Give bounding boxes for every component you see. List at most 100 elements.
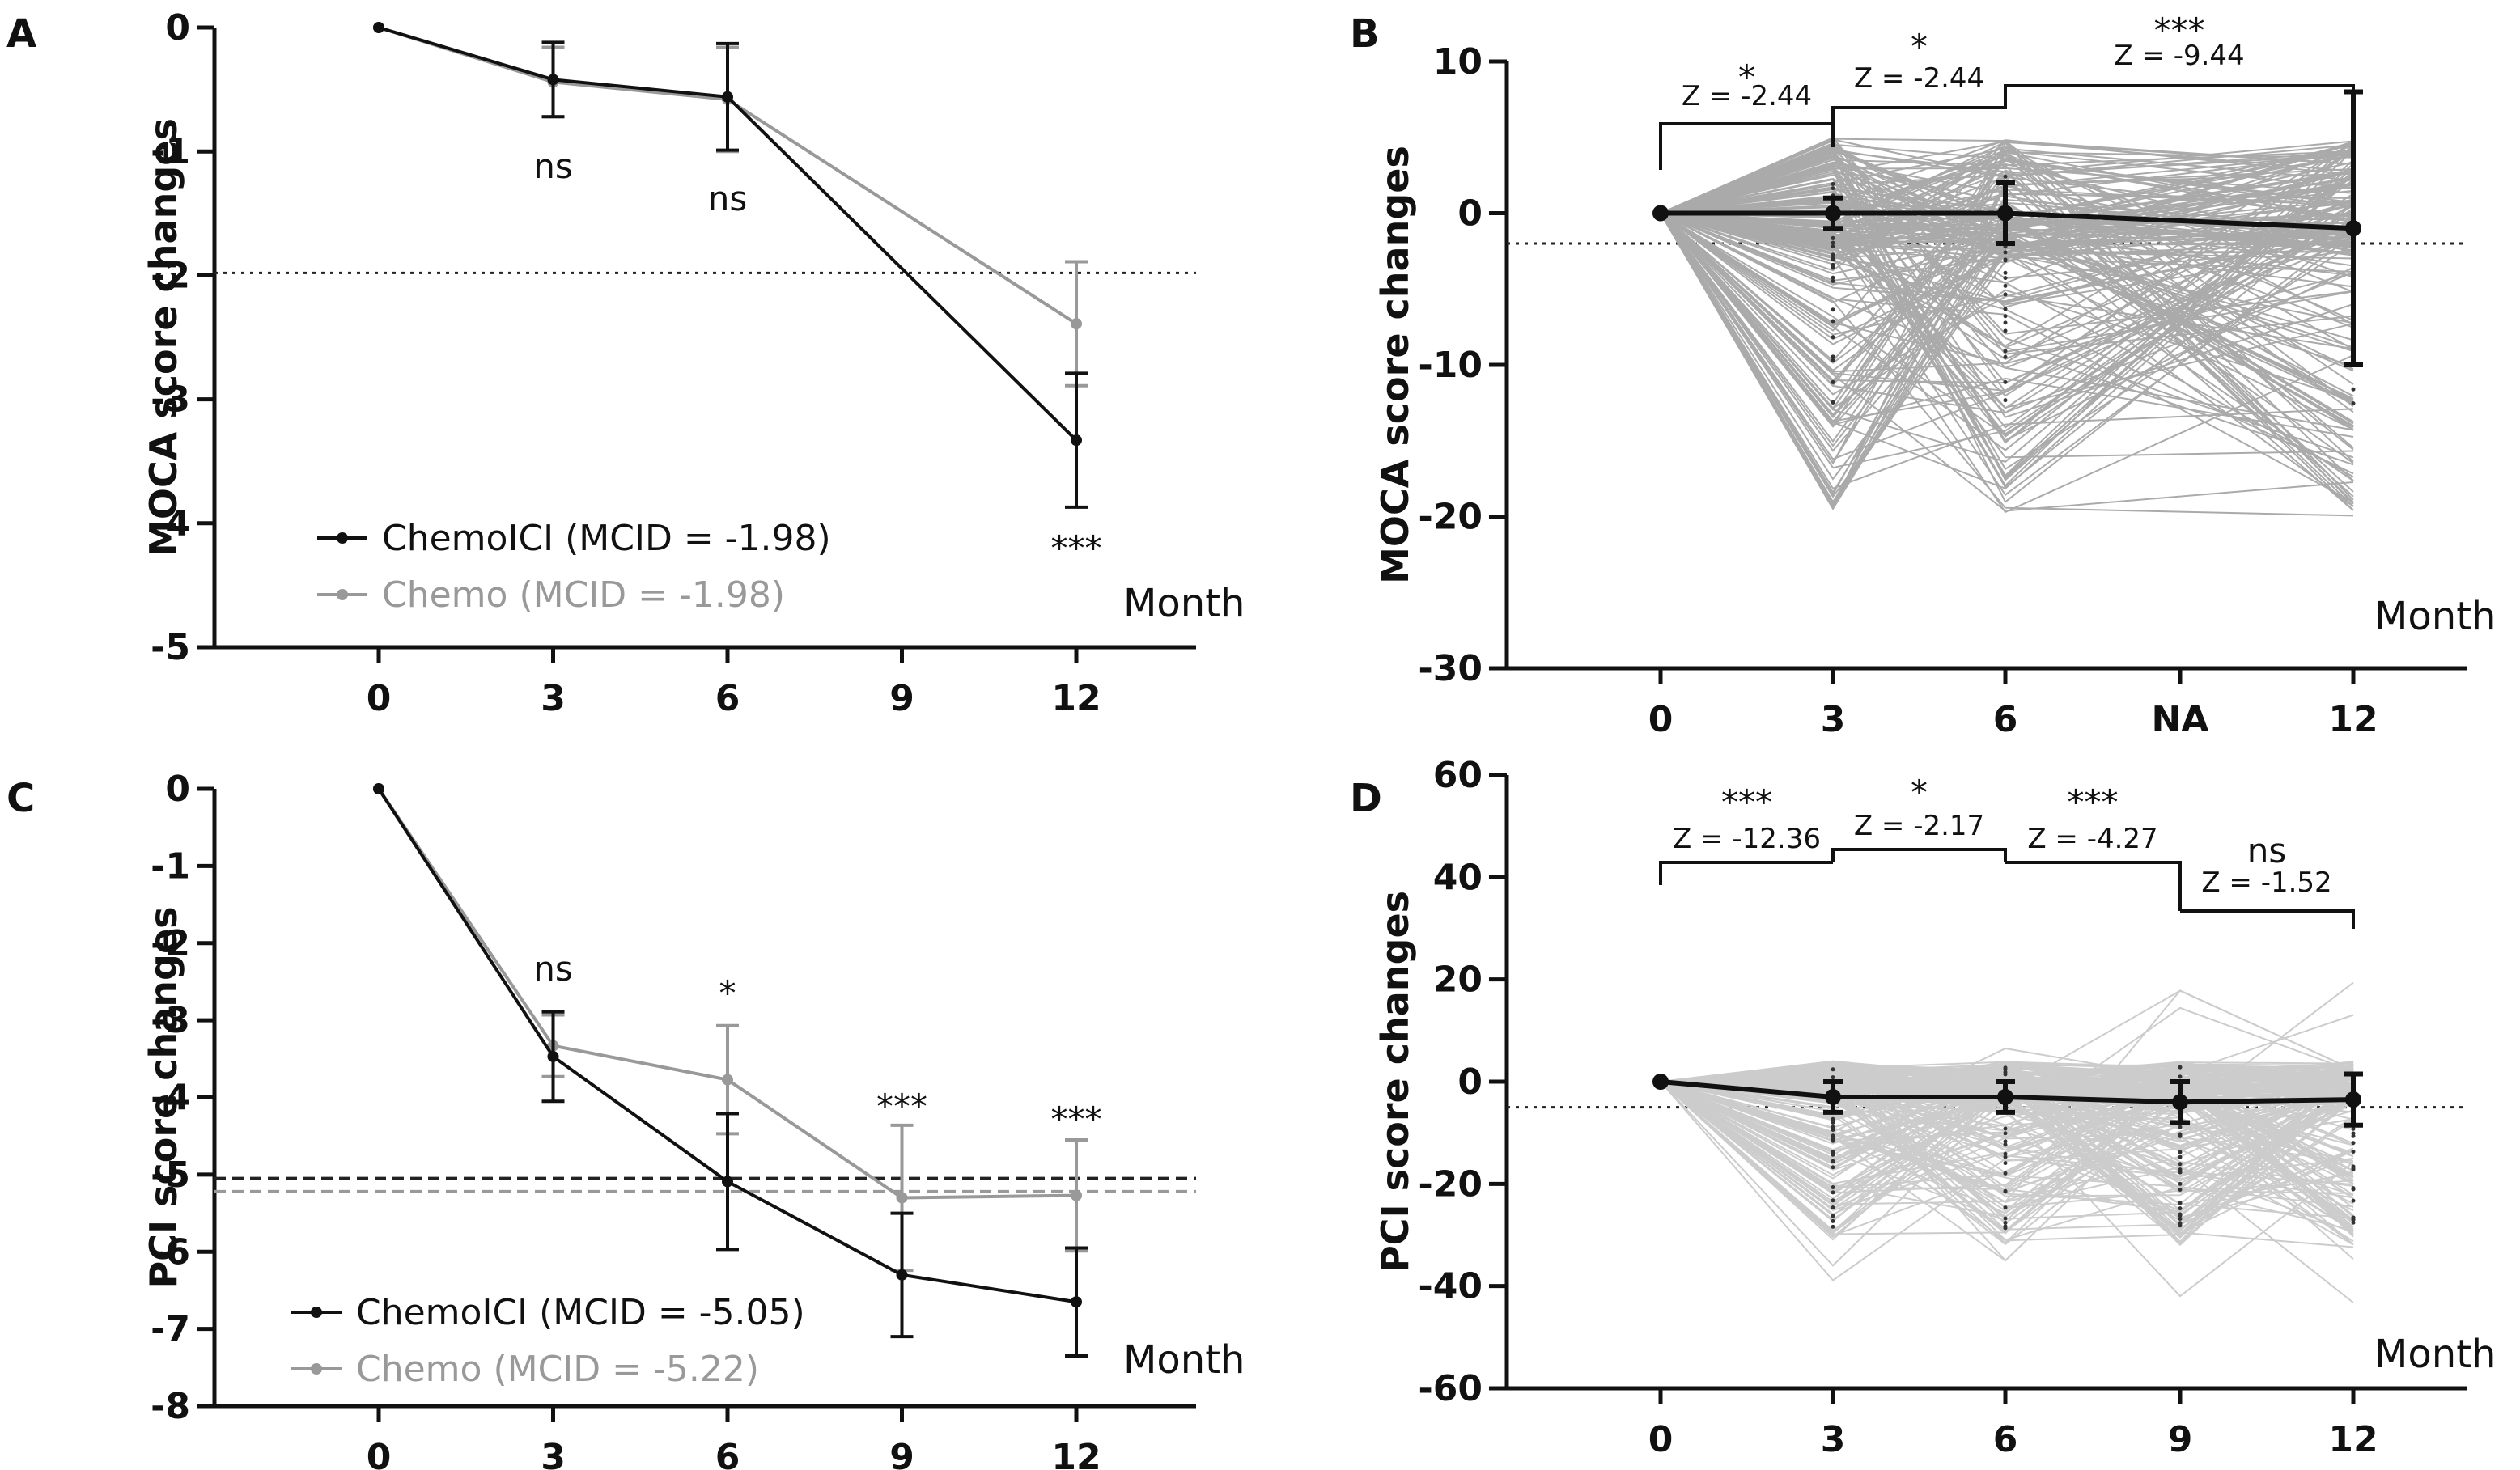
- trajectory-dot: [1831, 1137, 1835, 1142]
- trajectory-dot: [1831, 400, 1835, 405]
- individual-trajectories: [1660, 137, 2356, 517]
- y-tick-label: -10: [1419, 345, 1483, 386]
- significance-label: *: [1911, 27, 1928, 66]
- y-tick-label: -40: [1419, 1266, 1483, 1307]
- y-axis-title: PCI score changes: [142, 906, 185, 1288]
- trajectory-line: [1660, 212, 2354, 422]
- median-point: [2345, 1091, 2361, 1108]
- panel-letter: D: [1350, 776, 1382, 821]
- trajectory-line: [1660, 210, 2354, 511]
- trajectory-dot: [2178, 1065, 2183, 1070]
- legend-marker: [337, 589, 348, 600]
- data-point: [896, 1192, 908, 1204]
- trajectory-dot: [2003, 1142, 2008, 1147]
- trajectory-dot: [2351, 1220, 2356, 1225]
- x-tick-label: 6: [715, 678, 740, 719]
- trajectory-dot: [2003, 379, 2008, 384]
- median-point: [2345, 220, 2361, 237]
- x-tick-label: 6: [715, 1437, 740, 1470]
- trajectory-dot: [2178, 1181, 2183, 1186]
- data-point: [896, 1269, 908, 1281]
- trajectory-dot: [1831, 354, 1835, 359]
- trajectory-dot: [2003, 283, 2008, 288]
- trajectory-line: [1660, 212, 2354, 503]
- trajectory-dot: [1831, 379, 1835, 384]
- trajectory-dot: [2003, 276, 2008, 281]
- panel-letter: A: [6, 11, 36, 57]
- legend-label: Chemo (MCID = -1.98): [382, 574, 785, 616]
- trajectory-line: [1660, 212, 2354, 430]
- x-tick-label: 9: [889, 1437, 914, 1470]
- trajectory-dot: [2003, 1205, 2008, 1210]
- trajectory-dot: [2003, 314, 2008, 319]
- trajectory-dot: [2003, 1216, 2008, 1221]
- trajectory-dot: [1831, 1165, 1835, 1170]
- x-tick-label: 9: [889, 678, 914, 719]
- y-axis-title: PCI score changes: [1373, 891, 1417, 1273]
- trajectory-dot: [2351, 1166, 2356, 1171]
- data-point: [1071, 1296, 1082, 1308]
- x-tick-label: 6: [1993, 699, 2018, 740]
- comparison-bracket: [2180, 909, 2355, 929]
- z-statistic: Z = -2.44: [1854, 62, 1984, 95]
- trajectory-dot: [1831, 186, 1835, 191]
- trajectory-dot: [2003, 1154, 2008, 1159]
- x-tick-label: 3: [1821, 1419, 1846, 1460]
- y-tick-label: 0: [1457, 193, 1483, 235]
- trajectory-line: [1660, 157, 2354, 247]
- z-statistic: Z = -9.44: [2114, 40, 2244, 72]
- x-tick-label: 12: [2328, 1419, 2378, 1460]
- data-point: [722, 91, 733, 103]
- trajectory-dot: [2178, 1162, 2183, 1167]
- trajectory-line: [1660, 200, 2354, 303]
- trajectory-dot: [1831, 1125, 1835, 1129]
- y-tick-label: -3: [151, 379, 190, 421]
- x-tick-label: 12: [2328, 699, 2378, 740]
- trajectory-line: [1660, 212, 2354, 517]
- trajectory-dot: [1831, 1224, 1835, 1229]
- trajectory-line: [1660, 140, 2354, 214]
- trajectory-dot: [2178, 1150, 2183, 1154]
- trajectory-line: [1660, 212, 2354, 512]
- y-tick-label: 40: [1433, 857, 1483, 898]
- trajectory-dot: [1831, 1159, 1835, 1163]
- trajectory-line: [1660, 150, 2354, 508]
- data-point: [547, 1050, 559, 1062]
- trajectory-line: [1660, 155, 2354, 459]
- trajectory-line: [1660, 150, 2354, 214]
- trajectory-dot: [2003, 1151, 2008, 1156]
- trajectory-dot: [2178, 1167, 2183, 1172]
- significance-label: ***: [876, 1087, 927, 1126]
- y-axis-title: MOCA score changes: [142, 118, 185, 557]
- trajectory-dot: [2178, 1187, 2183, 1192]
- z-statistic: Z = -12.36: [1673, 823, 1821, 855]
- trajectory-dot: [1831, 335, 1835, 340]
- y-tick-label: -60: [1419, 1368, 1483, 1409]
- trajectory-dot: [2003, 1226, 2008, 1231]
- trajectory-dot: [1831, 240, 1835, 245]
- legend-marker: [337, 532, 348, 544]
- y-tick-label: -6: [151, 1231, 190, 1273]
- y-tick-label: -5: [151, 1154, 190, 1196]
- y-tick-label: -7: [151, 1309, 190, 1350]
- x-tick-label: 9: [2168, 1419, 2193, 1460]
- data-point: [722, 1176, 733, 1188]
- y-tick-label: 10: [1433, 41, 1483, 83]
- trajectory-dot: [2178, 1125, 2183, 1129]
- median-point: [2172, 1094, 2188, 1111]
- trajectory-dot: [2178, 1201, 2183, 1205]
- y-tick-label: -3: [151, 1000, 190, 1041]
- significance-label: ns: [533, 146, 573, 186]
- trajectory-dot: [2003, 1139, 2008, 1144]
- trajectory-dot: [2178, 1170, 2183, 1175]
- trajectory-dot: [1831, 181, 1835, 186]
- trajectory-line: [1660, 186, 2354, 507]
- individual-trajectories: [1660, 981, 2356, 1303]
- median-point: [1997, 205, 2013, 222]
- trajectory-line: [1660, 161, 2354, 328]
- trajectory-line: [1660, 212, 2354, 400]
- comparison-bracket: [2004, 84, 2355, 112]
- trajectory-dot: [2003, 354, 2008, 359]
- comparison-bracket: [1831, 848, 2007, 862]
- data-point: [547, 74, 559, 86]
